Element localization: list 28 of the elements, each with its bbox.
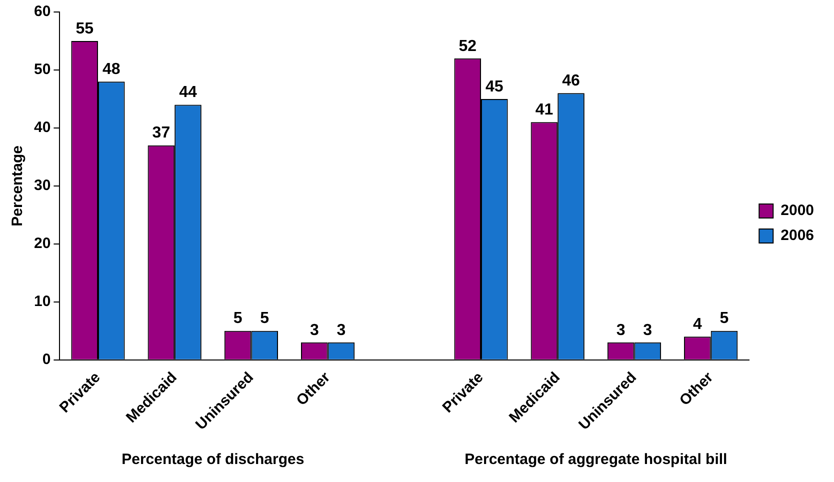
data-label: 5 bbox=[260, 310, 270, 328]
data-label: 3 bbox=[643, 322, 652, 339]
data-label: 46 bbox=[562, 72, 580, 90]
data-label: 5 bbox=[720, 310, 729, 328]
data-label: 3 bbox=[310, 322, 319, 339]
data-label: 55 bbox=[76, 20, 94, 38]
y-tick-label: 10 bbox=[34, 292, 51, 310]
data-label: 44 bbox=[179, 84, 197, 102]
y-tick-label: 30 bbox=[34, 177, 51, 194]
data-label: 3 bbox=[336, 322, 346, 339]
text: Percentage of aggregate hospital bill bbox=[464, 451, 728, 468]
data-label: 3 bbox=[616, 322, 626, 339]
text: Percentage of discharges bbox=[122, 451, 304, 468]
data-label: 4 bbox=[692, 316, 702, 334]
y-tick-label: 0 bbox=[42, 350, 51, 368]
data-label: 37 bbox=[152, 124, 170, 142]
y-tick-label: 60 bbox=[34, 3, 51, 20]
data-label: 41 bbox=[535, 102, 554, 119]
legend-label: 2006 bbox=[780, 227, 814, 244]
y-tick-label: 20 bbox=[34, 235, 51, 252]
data-label: 45 bbox=[486, 78, 504, 96]
data-label: 52 bbox=[458, 38, 477, 55]
data-label: 48 bbox=[102, 60, 120, 78]
y-tick-label: 40 bbox=[34, 119, 51, 136]
legend-label: 2000 bbox=[780, 202, 814, 220]
y-tick-label: 50 bbox=[34, 61, 51, 78]
y-axis-title: Percentage bbox=[9, 145, 26, 226]
data-label: 5 bbox=[233, 310, 242, 328]
